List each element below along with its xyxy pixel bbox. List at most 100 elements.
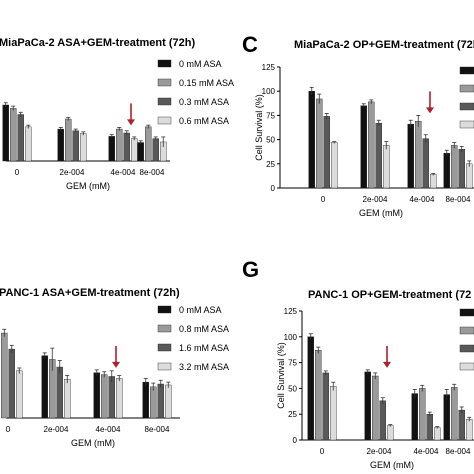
legend-swatch <box>157 59 172 68</box>
chart-title: MiaPaCa-2 OP+GEM-treatment (72h) <box>294 39 474 51</box>
bar <box>387 425 394 441</box>
bar <box>116 128 123 162</box>
legend-label: 0.8 mM ASA <box>179 324 229 334</box>
legend-swatch <box>157 324 172 333</box>
x-tick-label: 8e-004 <box>145 425 170 434</box>
y-tick-label: 0 <box>293 436 298 445</box>
bar <box>56 366 63 419</box>
x-tick-label: 0 <box>15 168 20 177</box>
bar <box>108 376 115 419</box>
legend-swatch <box>459 66 474 75</box>
x-tick-label: 8e-004 <box>446 447 471 456</box>
bar <box>419 388 426 441</box>
y-axis-label: Cell Survival (%) <box>276 342 286 409</box>
x-tick-label: 4e-004 <box>96 425 121 434</box>
bar <box>152 138 159 162</box>
bar <box>131 138 138 162</box>
bar <box>17 114 24 162</box>
bar <box>65 118 72 162</box>
bar <box>379 400 386 441</box>
x-axis-label: GEM (mM) <box>66 181 110 191</box>
legend-swatch <box>459 120 474 129</box>
bar <box>466 419 473 441</box>
bar <box>451 387 458 441</box>
bar <box>16 370 23 419</box>
bar <box>72 130 79 162</box>
legend-swatch <box>157 78 172 87</box>
x-tick-label: 4e-004 <box>410 195 435 204</box>
bar <box>443 152 450 189</box>
y-axis-label: Cell Survival (%) <box>254 94 264 161</box>
red-arrow-head <box>127 119 135 126</box>
x-tick-label: 0 <box>6 425 11 434</box>
x-tick-label: 2e-004 <box>363 195 388 204</box>
bar <box>411 393 418 441</box>
red-arrow-head <box>426 107 434 114</box>
bar <box>330 386 337 441</box>
legend-swatch <box>459 84 474 93</box>
bar <box>364 371 371 441</box>
bar <box>322 372 329 441</box>
bar <box>145 126 152 162</box>
x-tick-label: 2e-004 <box>44 425 69 434</box>
y-tick-label: 25 <box>266 160 275 169</box>
x-tick-label: 4e-004 <box>111 168 136 177</box>
legend-swatch <box>459 344 474 353</box>
legend-swatch <box>157 305 172 314</box>
bar <box>101 374 108 419</box>
bar <box>8 348 15 419</box>
legend-swatch <box>157 116 172 125</box>
bar <box>93 372 100 419</box>
bar <box>57 128 64 162</box>
y-tick-label: 0 <box>271 184 276 193</box>
bar <box>415 121 422 189</box>
panel-letter-g: G <box>242 257 259 282</box>
bar <box>150 386 157 419</box>
bar <box>443 394 450 441</box>
bar <box>360 105 367 189</box>
legend-label: 0.15 mM ASA <box>179 78 234 88</box>
legend-label: 3.2 mM ASA <box>179 362 229 372</box>
bar <box>137 142 144 162</box>
chart-title: MiaPaCa-2 ASA+GEM-treatment (72h) <box>0 37 195 49</box>
legend-swatch <box>459 308 474 317</box>
y-tick-label: 50 <box>288 384 297 393</box>
bar <box>323 116 330 189</box>
bar <box>123 132 130 162</box>
bar <box>10 108 17 162</box>
bar <box>383 145 390 189</box>
bar <box>407 123 414 189</box>
bar <box>368 101 375 189</box>
legend-label: 0.6 mM ASA <box>179 116 229 126</box>
red-arrow-head <box>112 361 120 368</box>
legend-swatch <box>459 102 474 111</box>
bar <box>157 383 164 419</box>
bar <box>458 149 465 189</box>
bar <box>316 98 323 189</box>
bar <box>434 427 441 441</box>
chart-panel-1: MiaPaCa-2 ASA+GEM-treatment (72h) 0 2e-004… <box>0 37 234 191</box>
bar <box>451 145 458 189</box>
legend-swatch <box>157 362 172 371</box>
y-tick-label: 75 <box>288 359 297 368</box>
x-axis-label: GEM (mM) <box>71 438 115 448</box>
bar <box>108 136 115 162</box>
bar <box>430 174 437 189</box>
bar <box>331 142 338 189</box>
y-tick-label: 125 <box>262 63 276 72</box>
bar <box>64 379 71 419</box>
chart-title: PANC-1 OP+GEM-treatment (72 <box>308 289 471 301</box>
x-tick-label: 0 <box>320 447 325 456</box>
x-tick-label: 8e-004 <box>446 195 471 204</box>
legend-swatch <box>459 362 474 371</box>
bar <box>80 133 87 162</box>
legend-label: 0 mM ASA <box>179 59 222 69</box>
chart-panel-3: PANC-1 ASA+GEM-treatment (72h) 0 2e-004 4e-… <box>0 287 229 448</box>
bar <box>25 126 32 162</box>
y-tick-label: 25 <box>288 410 297 419</box>
x-tick-label: 2e-004 <box>60 168 85 177</box>
chart-panel-4: PANC-1 OP+GEM-treatment (72 0 25 50 75 100 125… <box>276 289 474 470</box>
legend-label: 0 mM ASA <box>179 305 222 315</box>
bar <box>375 122 382 189</box>
x-tick-label: 2e-004 <box>367 447 392 456</box>
